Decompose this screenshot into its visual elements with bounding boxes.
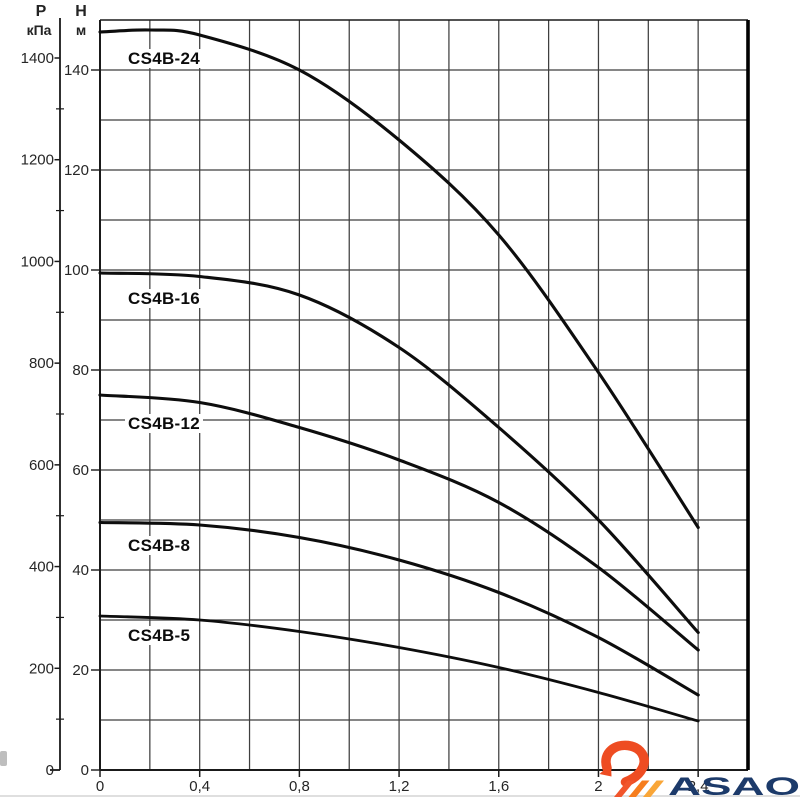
asao-logo-text: ASAO xyxy=(668,773,800,800)
pressure-axis-tick-label: 0 xyxy=(46,762,54,779)
head-axis-tick-label: 60 xyxy=(72,462,89,479)
curve-label-CS4B-24: CS4B-24 xyxy=(125,49,204,68)
pump-curve-CS4B-5 xyxy=(98,614,700,723)
x-axis-tick-label: 2 xyxy=(594,778,602,795)
pressure-axis-tick-label: 1200 xyxy=(21,152,54,169)
pressure-axis-tick-label: 800 xyxy=(29,355,54,372)
x-axis-tick-label: 2,4 xyxy=(688,778,709,795)
head-axis-tick-label: 40 xyxy=(72,562,89,579)
head-axis-tick-label: 120 xyxy=(64,162,89,179)
curve-label-CS4B-5: CS4B-5 xyxy=(125,626,194,645)
head-axis-tick-label: 140 xyxy=(64,62,89,79)
pressure-axis-tick-label: 1400 xyxy=(21,50,54,67)
pump-curve-CS4B-12 xyxy=(98,393,700,652)
x-axis-tick-label: 0,4 xyxy=(189,778,210,795)
pressure-axis-title: P xyxy=(35,3,47,20)
logo-stripe-icon xyxy=(628,780,650,797)
logo-stripe-icon xyxy=(643,780,664,797)
curve-label-CS4B-8: CS4B-8 xyxy=(125,536,194,555)
pressure-axis-tick-label: 400 xyxy=(29,559,54,576)
curve-label-CS4B-12: CS4B-12 xyxy=(125,414,204,433)
x-axis-tick-label: 1,2 xyxy=(389,778,410,795)
head-axis-tick-label: 80 xyxy=(72,362,89,379)
scan-artifact-line xyxy=(0,795,800,797)
asao-logo: ASAO xyxy=(599,740,800,800)
head-axis-unit: м xyxy=(75,22,87,38)
logo-stripe-icon xyxy=(614,780,635,797)
pressure-axis-tick-label: 600 xyxy=(29,457,54,474)
head-axis-title: H xyxy=(75,3,87,20)
x-axis-tick-label: 1,6 xyxy=(488,778,509,795)
head-axis-tick-label: 100 xyxy=(64,262,89,279)
head-axis-tick-label: 0 xyxy=(81,762,89,779)
pressure-axis-tick-label: 200 xyxy=(29,660,54,677)
x-axis-tick-label: 0,8 xyxy=(289,778,310,795)
curve-label-CS4B-16: CS4B-16 xyxy=(125,289,204,308)
pressure-axis-unit: кПа xyxy=(26,22,52,38)
pressure-axis-tick-label: 1000 xyxy=(21,253,54,270)
pump-curve-CS4B-24 xyxy=(98,28,700,530)
scan-artifact-mark xyxy=(0,751,7,766)
pump-curve-CS4B-8 xyxy=(98,520,700,697)
pump-curve-CS4B-16 xyxy=(98,271,700,635)
head-axis-tick-label: 20 xyxy=(72,662,89,679)
x-axis-tick-label: 0 xyxy=(96,778,104,795)
swan-neck-icon xyxy=(601,740,649,787)
swan-beak-icon xyxy=(599,763,612,777)
